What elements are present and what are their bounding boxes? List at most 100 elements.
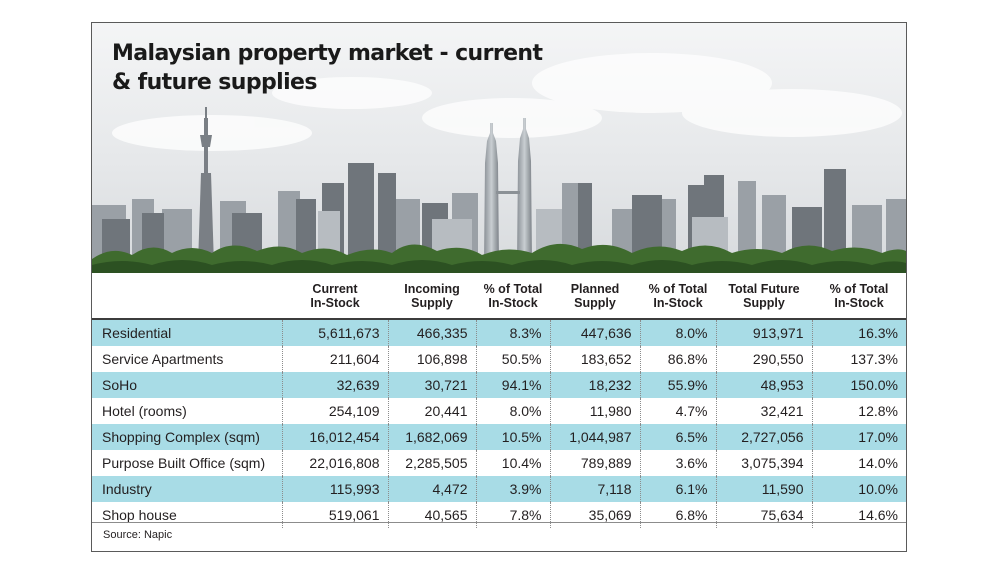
title-line-2: & future supplies — [112, 70, 317, 95]
table-cell: 30,721 — [387, 372, 476, 398]
table-row: Purpose Built Office (sqm) 22,016,808 2,28… — [92, 450, 906, 476]
table-cell: 14.6% — [811, 502, 906, 528]
column-header-line: In-Stock — [310, 295, 360, 310]
column-header-line: Total Future — [728, 281, 800, 296]
table-cell: 211,604 — [281, 346, 388, 372]
table-cell: 35,069 — [549, 502, 640, 528]
row-label: Service Apartments — [102, 351, 224, 367]
table-cell: 48,953 — [715, 372, 812, 398]
supply-table: Current In-Stock Incoming Supply% of Total I… — [92, 273, 906, 528]
table-cell: 7,118 — [549, 476, 640, 502]
table-cell: 519,061 — [281, 502, 388, 528]
table-cell: 75,634 — [715, 502, 812, 528]
row-label: Shop house — [102, 507, 177, 523]
table-row: Hotel (rooms) 254,109 20,441 8.0% 11,980 4.7%… — [92, 398, 906, 424]
column-header-6: Total Future Supply — [716, 273, 812, 320]
table-cell: 16,012,454 — [281, 424, 388, 450]
table-cell: 3.9% — [475, 476, 550, 502]
table-cell: 2,285,505 — [387, 450, 476, 476]
column-header-line: In-Stock — [653, 295, 703, 310]
table-cell: 913,971 — [715, 319, 812, 346]
table-cell: 6.5% — [639, 424, 716, 450]
table-body: Residential 5,611,673 466,335 8.3% 447,636 8.… — [92, 319, 906, 528]
column-header-7: % of Total In-Stock — [812, 273, 906, 320]
table-cell: 447,636 — [549, 319, 640, 346]
table-row: Service Apartments 211,604 106,898 50.5% 183… — [92, 346, 906, 372]
column-header-line: Planned — [570, 281, 620, 296]
table-cell: 40,565 — [387, 502, 476, 528]
table-cell: 8.0% — [475, 398, 550, 424]
table-cell: 20,441 — [387, 398, 476, 424]
row-label: Purpose Built Office (sqm) — [102, 455, 266, 471]
table-cell: 55.9% — [639, 372, 716, 398]
table-cell: 86.8% — [639, 346, 716, 372]
table-cell: 17.0% — [811, 424, 906, 450]
table-cell: 16.3% — [811, 319, 906, 346]
infographic-frame: Malaysian property market - current & fu… — [91, 22, 907, 552]
table-cell: 6.1% — [639, 476, 716, 502]
column-header-line: Current — [312, 281, 358, 296]
column-header-line: In-Stock — [834, 295, 884, 310]
table-cell: 137.3% — [811, 346, 906, 372]
column-header-1: Current In-Stock — [282, 273, 388, 320]
table-cell: 10.5% — [475, 424, 550, 450]
table-cell: 183,652 — [549, 346, 640, 372]
table-row: Industry 115,993 4,472 3.9% 7,118 6.1% 11,590 1… — [92, 476, 906, 502]
source-note: Source: Napic — [103, 529, 173, 541]
column-header-line: Incoming — [404, 281, 460, 296]
row-label: Industry — [92, 476, 282, 502]
table-cell: 6.8% — [639, 502, 716, 528]
table-cell: 11,590 — [715, 476, 812, 502]
table-cell: 4,472 — [387, 476, 476, 502]
table-cell: 1,682,069 — [387, 424, 476, 450]
table-cell: 10.0% — [811, 476, 906, 502]
table-cell: 1,044,987 — [549, 424, 640, 450]
column-header-2: Incoming Supply — [388, 273, 476, 320]
table-cell: 12.8% — [811, 398, 906, 424]
table-cell: 32,639 — [281, 372, 388, 398]
table-row: Shopping Complex (sqm) 16,012,454 1,682,06… — [92, 424, 906, 450]
row-label: SoHo — [92, 372, 282, 398]
table-cell: 2,727,056 — [715, 424, 812, 450]
column-header-line: % of Total — [648, 281, 708, 296]
table-row: Shop house 519,061 40,565 7.8% 35,069 6.8% 75,… — [92, 502, 906, 528]
table-cell: 50.5% — [475, 346, 550, 372]
column-header-3: % of Total In-Stock — [476, 273, 550, 320]
table-header-row: Current In-Stock Incoming Supply% of Total I… — [92, 273, 906, 320]
table-cell: 22,016,808 — [281, 450, 388, 476]
table-cell: 466,335 — [387, 319, 476, 346]
column-header-line: In-Stock — [488, 295, 538, 310]
column-header-line: % of Total — [829, 281, 889, 296]
table-cell: 11,980 — [549, 398, 640, 424]
table-cell: 4.7% — [639, 398, 716, 424]
table-cell: 32,421 — [715, 398, 812, 424]
table-cell: 290,550 — [715, 346, 812, 372]
table-cell: 150.0% — [811, 372, 906, 398]
table-cell: 8.3% — [475, 319, 550, 346]
column-header-line: Supply — [743, 295, 785, 310]
column-header-4: Planned Supply — [550, 273, 640, 320]
table-cell: 10.4% — [475, 450, 550, 476]
table-cell: 94.1% — [475, 372, 550, 398]
table-cell: 789,889 — [549, 450, 640, 476]
chart-title: Malaysian property market - current & fu… — [112, 39, 572, 97]
table-cell: 18,232 — [549, 372, 640, 398]
row-label: Hotel (rooms) — [102, 403, 187, 419]
title-line-1: Malaysian property market - current — [112, 41, 543, 66]
table-cell: 14.0% — [811, 450, 906, 476]
table-cell: 3,075,394 — [715, 450, 812, 476]
skyline-illustration — [92, 23, 906, 273]
column-header-line: % of Total — [483, 281, 543, 296]
table-row: Residential 5,611,673 466,335 8.3% 447,636 8.… — [92, 319, 906, 346]
table-row: SoHo 32,639 30,721 94.1% 18,232 55.9% 48,953 15… — [92, 372, 906, 398]
row-label: Residential — [92, 319, 282, 346]
skyline-photo: Malaysian property market - current & fu… — [92, 23, 906, 273]
table-cell: 7.8% — [475, 502, 550, 528]
table-cell: 115,993 — [281, 476, 388, 502]
table-cell: 8.0% — [639, 319, 716, 346]
source-divider — [92, 522, 906, 523]
table-cell: 106,898 — [387, 346, 476, 372]
column-header-line: Supply — [574, 295, 616, 310]
column-header-line: Supply — [411, 295, 453, 310]
table-cell: 5,611,673 — [281, 319, 388, 346]
